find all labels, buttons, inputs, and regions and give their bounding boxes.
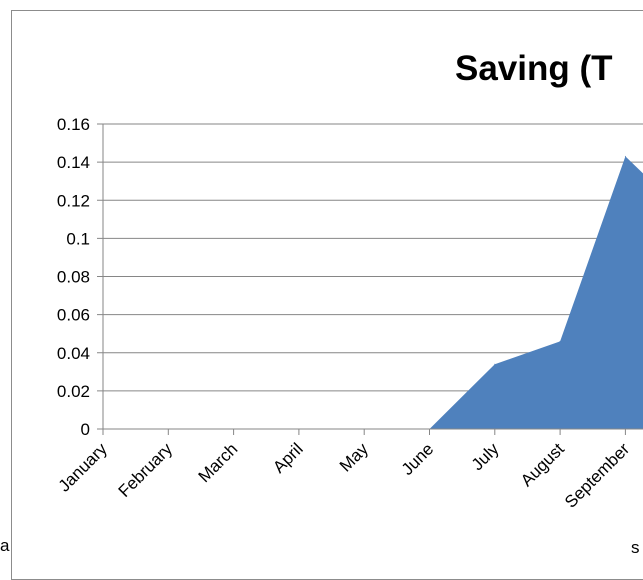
y-tick-label: 0.06 bbox=[57, 306, 90, 325]
chart: Saving (T 0 0.02 0.04 0.06 0.08 0.1 0.12 0.14 0.1… bbox=[55, 49, 643, 512]
y-tick-label: 0.08 bbox=[57, 268, 90, 287]
edge-label-left: a bbox=[0, 536, 10, 555]
y-tick-label: 0 bbox=[81, 420, 90, 439]
x-tick-label: July bbox=[468, 439, 503, 474]
y-tick-label: 0.12 bbox=[57, 191, 90, 210]
x-tick-label: January bbox=[55, 439, 112, 496]
y-tick-label: 0.02 bbox=[57, 382, 90, 401]
x-tick-label: June bbox=[398, 439, 438, 479]
x-tick-label: March bbox=[195, 439, 242, 486]
data-point bbox=[559, 340, 561, 342]
data-point bbox=[624, 155, 626, 157]
area-series bbox=[103, 156, 643, 429]
x-tick-label: September bbox=[561, 439, 633, 511]
y-tick-label: 0.14 bbox=[57, 153, 90, 172]
chart-frame bbox=[11, 10, 643, 580]
y-tick-label: 0.1 bbox=[66, 229, 90, 248]
y-tick-label: 0.04 bbox=[57, 344, 90, 363]
edge-label-right: s bbox=[631, 538, 640, 557]
x-tick-label: August bbox=[517, 439, 568, 490]
x-tick-label: April bbox=[269, 439, 306, 476]
x-tick-label: May bbox=[336, 439, 372, 475]
chart-title: Saving (T bbox=[455, 49, 613, 88]
y-tick-label: 0.16 bbox=[57, 115, 90, 134]
x-tick-label: February bbox=[115, 439, 177, 501]
data-point bbox=[494, 363, 496, 365]
